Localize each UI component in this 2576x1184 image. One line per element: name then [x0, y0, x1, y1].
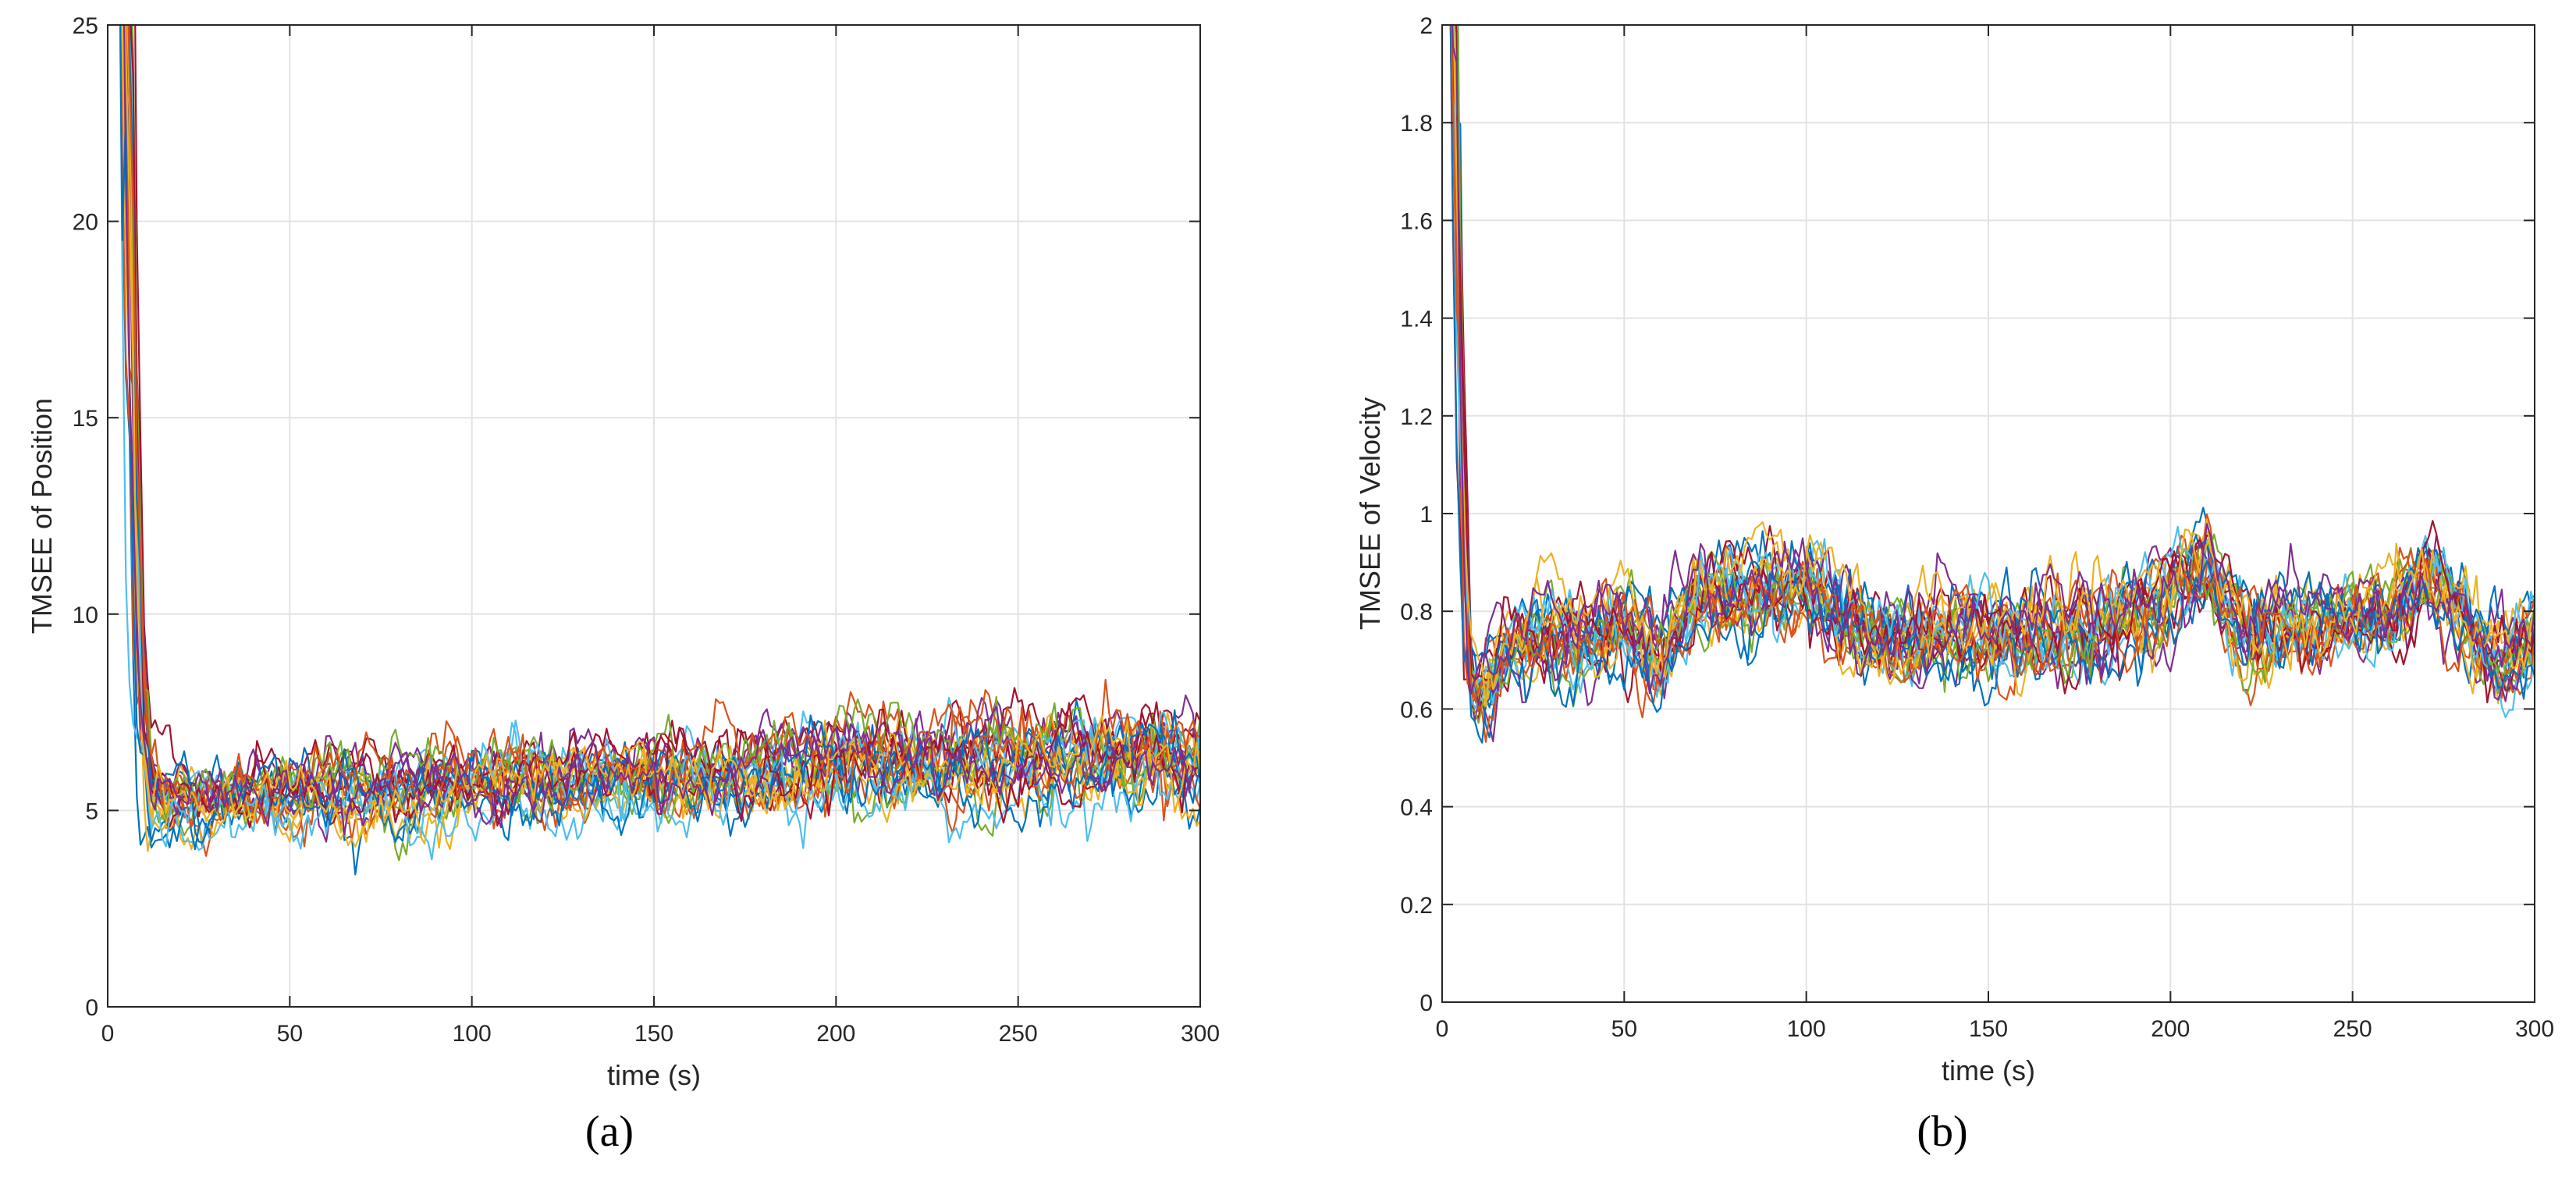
y-tick-label: 0.4 — [1400, 795, 1433, 821]
y-tick-label: 0.2 — [1400, 893, 1433, 919]
y-tick-label: 0 — [85, 995, 98, 1021]
x-tick-label: 200 — [816, 1021, 855, 1047]
series-line — [130, 25, 1200, 843]
x-tick-label: 100 — [453, 1021, 492, 1047]
x-tick-label: 150 — [634, 1021, 673, 1047]
x-tick-label: 300 — [2515, 1016, 2554, 1042]
x-tick-label: 200 — [2151, 1016, 2190, 1042]
y-tick-label: 1.6 — [1400, 208, 1433, 234]
ticks-a: 0 50 100 150 200 250 300 0 5 10 15 20 25 — [73, 13, 1220, 1047]
panel-label-a: (a) — [585, 1108, 634, 1156]
series-line — [1449, 25, 2535, 744]
series-group-b — [1449, 25, 2535, 744]
y-tick-label: 25 — [73, 13, 98, 39]
series-line — [1451, 25, 2535, 697]
y-tick-label: 5 — [85, 798, 98, 824]
x-tick-label: 250 — [999, 1021, 1038, 1047]
panel-label-b: (b) — [1917, 1108, 1967, 1156]
x-tick-label: 300 — [1181, 1021, 1220, 1047]
series-group-a — [119, 25, 1200, 876]
y-axis-label-b: TMSEE of Velocity — [1354, 397, 1386, 630]
x-tick-label: 250 — [2333, 1016, 2372, 1042]
chart-panel-a: 0 50 100 150 200 250 300 0 5 10 15 20 25 time (s) TM… — [26, 13, 1220, 1156]
y-axis-label-a: TMSEE of Position — [26, 398, 58, 634]
y-tick-label: 15 — [73, 406, 98, 432]
x-tick-label: 100 — [1787, 1016, 1826, 1042]
series-line — [123, 25, 1200, 836]
x-tick-label: 0 — [1436, 1016, 1449, 1042]
y-tick-label: 1.8 — [1400, 111, 1433, 137]
y-tick-label: 0.8 — [1400, 599, 1433, 625]
series-line — [124, 25, 1200, 844]
series-line — [127, 25, 1200, 819]
series-line — [131, 25, 1200, 820]
series-line — [1451, 25, 2535, 695]
x-tick-label: 0 — [101, 1021, 115, 1047]
y-tick-label: 10 — [73, 603, 98, 628]
y-tick-label: 0.6 — [1400, 697, 1433, 723]
series-line — [119, 25, 1200, 851]
x-tick-label: 50 — [277, 1021, 303, 1047]
x-tick-label: 50 — [1611, 1016, 1637, 1042]
x-axis-label-a: time (s) — [607, 1059, 701, 1091]
y-tick-label: 1.4 — [1400, 307, 1433, 332]
chart-panel-b: 0 50 100 150 200 250 300 0 0.2 0.4 0.6 0.8 1 1.2 1.4 1.… — [1354, 13, 2554, 1156]
y-tick-label: 1 — [1419, 502, 1433, 528]
y-tick-label: 1.2 — [1400, 404, 1433, 430]
y-tick-label: 20 — [73, 210, 98, 236]
series-line — [1452, 25, 2535, 707]
y-tick-label: 2 — [1419, 13, 1433, 39]
y-tick-label: 0 — [1419, 990, 1433, 1016]
x-axis-label-b: time (s) — [1942, 1054, 2035, 1086]
x-tick-label: 150 — [1969, 1016, 2008, 1042]
ticks-b: 0 50 100 150 200 250 300 0 0.2 0.4 0.6 0.8 1 1.2 1.4 1.… — [1400, 13, 2554, 1042]
